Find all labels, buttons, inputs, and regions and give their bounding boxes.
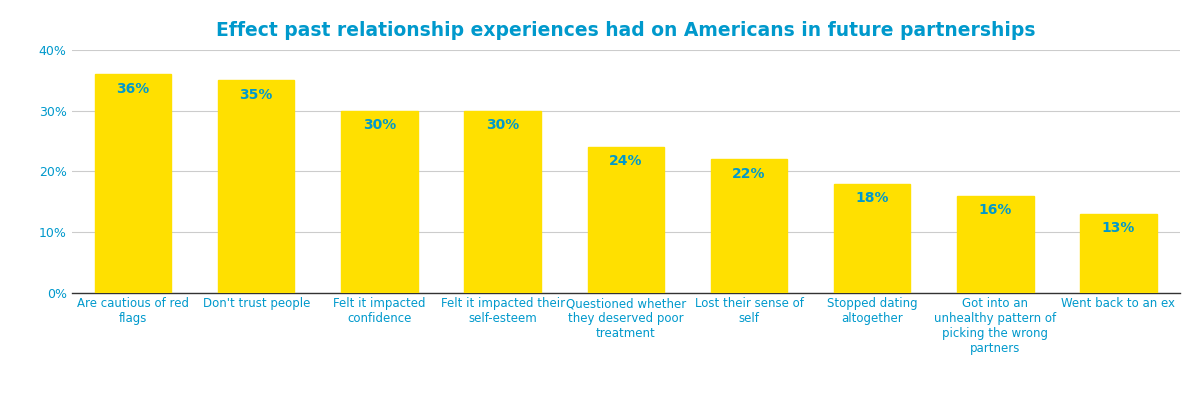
Text: 18%: 18% <box>856 191 889 205</box>
Title: Effect past relationship experiences had on Americans in future partnerships: Effect past relationship experiences had… <box>216 21 1036 40</box>
Bar <box>95 74 172 293</box>
Text: 30%: 30% <box>486 118 520 132</box>
Bar <box>1080 214 1156 293</box>
Bar <box>957 196 1033 293</box>
Text: 35%: 35% <box>240 88 273 102</box>
Text: 30%: 30% <box>362 118 396 132</box>
Text: 22%: 22% <box>732 166 765 181</box>
Text: 36%: 36% <box>117 82 150 96</box>
Text: 16%: 16% <box>979 203 1012 217</box>
Text: 24%: 24% <box>609 154 642 168</box>
Bar <box>710 159 787 293</box>
Bar <box>834 184 911 293</box>
Bar <box>341 111 417 293</box>
Text: 13%: 13% <box>1101 221 1135 235</box>
Bar <box>465 111 541 293</box>
Bar <box>218 81 294 293</box>
Bar <box>588 147 664 293</box>
